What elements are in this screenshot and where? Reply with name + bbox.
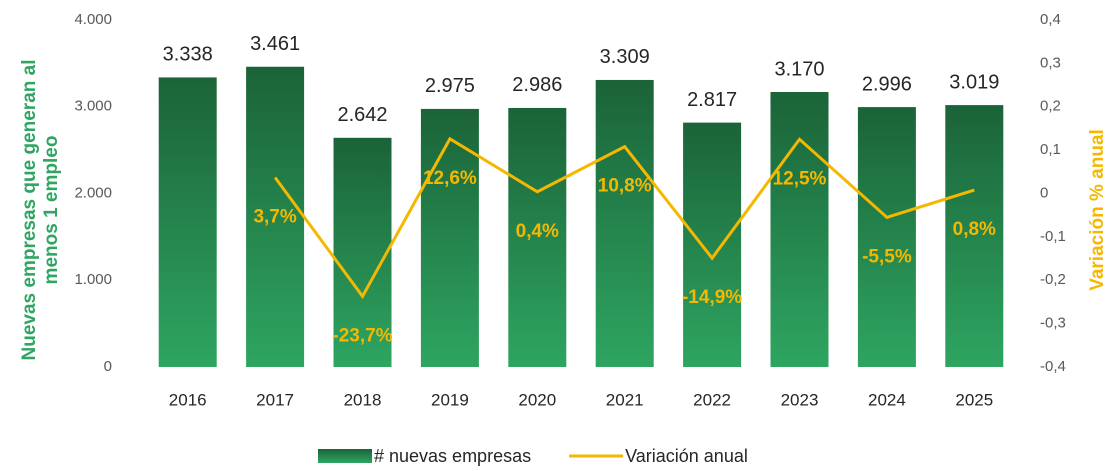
bar (333, 137, 392, 367)
x-tick-label: 2020 (518, 390, 556, 409)
bar-value-label: 3.461 (250, 33, 300, 55)
bar-value-label: 3.170 (774, 58, 824, 80)
x-tick-label: 2022 (693, 390, 731, 409)
line-value-label: -23,7% (332, 325, 392, 346)
bar-value-label: 2.642 (337, 104, 387, 126)
bar (420, 108, 479, 367)
y2-tick-label: -0,2 (1040, 271, 1066, 288)
bar-value-label: 2.986 (512, 74, 562, 96)
y2-tick-label: 0,3 (1040, 54, 1061, 71)
y-axis-title-line: menos 1 empleo (41, 136, 62, 285)
x-tick-label: 2016 (169, 390, 207, 409)
y2-tick-label: 0,2 (1040, 98, 1061, 115)
x-tick-label: 2019 (431, 390, 469, 409)
line-value-label: 0,4% (516, 221, 559, 242)
y2-tick-label: -0,4 (1040, 358, 1066, 375)
y-axis-title-line: Nuevas empresas que generan al (19, 60, 40, 361)
bar-value-label: 3.019 (949, 71, 999, 93)
bar-value-label: 2.996 (862, 73, 912, 95)
y-axis-title: Nuevas empresas que generan almenos 1 em… (19, 60, 62, 361)
y2-tick-label: 0,4 (1040, 11, 1061, 28)
y2-tick-label: 0,1 (1040, 141, 1061, 158)
x-tick-label: 2024 (868, 390, 906, 409)
line-value-label: -14,9% (682, 287, 742, 308)
line-value-label: 12,5% (773, 168, 827, 189)
bar-value-label: 3.309 (600, 46, 650, 68)
y2-tick-label: 0 (1040, 184, 1048, 201)
line (273, 136, 975, 300)
legend-label: Variación anual (625, 446, 748, 466)
bar (683, 122, 742, 368)
y-tick-label: 3.000 (74, 98, 112, 115)
legend-swatch (318, 449, 372, 463)
bar (770, 92, 829, 367)
line-value-label: 12,6% (423, 168, 477, 189)
x-tick-label: 2023 (781, 390, 819, 409)
line-value-label: -5,5% (862, 246, 912, 267)
legend-label: # nuevas empresas (374, 446, 531, 466)
bar (158, 77, 217, 367)
x-tick-label: 2021 (606, 390, 644, 409)
x-tick-label: 2018 (344, 390, 382, 409)
y2-tick-label: -0,3 (1040, 315, 1066, 332)
line-value-label: 10,8% (598, 176, 652, 197)
y-tick-label: 1.000 (74, 271, 112, 288)
bar (508, 107, 567, 367)
bar (595, 79, 654, 368)
y2-tick-label: -0,1 (1040, 228, 1066, 245)
bar-value-label: 3.338 (163, 44, 213, 66)
y-tick-label: 4.000 (74, 11, 112, 28)
bar-value-label: 2.975 (425, 75, 475, 97)
line-value-label: 0,8% (953, 219, 996, 240)
bar (246, 66, 305, 368)
y-tick-label: 2.000 (74, 184, 112, 201)
bar (857, 107, 916, 368)
line-value-label: 3,7% (253, 206, 296, 227)
x-tick-label: 2025 (955, 390, 993, 409)
y-tick-label: 0 (104, 358, 112, 375)
bar-value-label: 2.817 (687, 89, 737, 111)
bar (945, 105, 1004, 368)
x-tick-label: 2017 (256, 390, 294, 409)
y2-axis-title: Variación % anual (1087, 129, 1108, 291)
